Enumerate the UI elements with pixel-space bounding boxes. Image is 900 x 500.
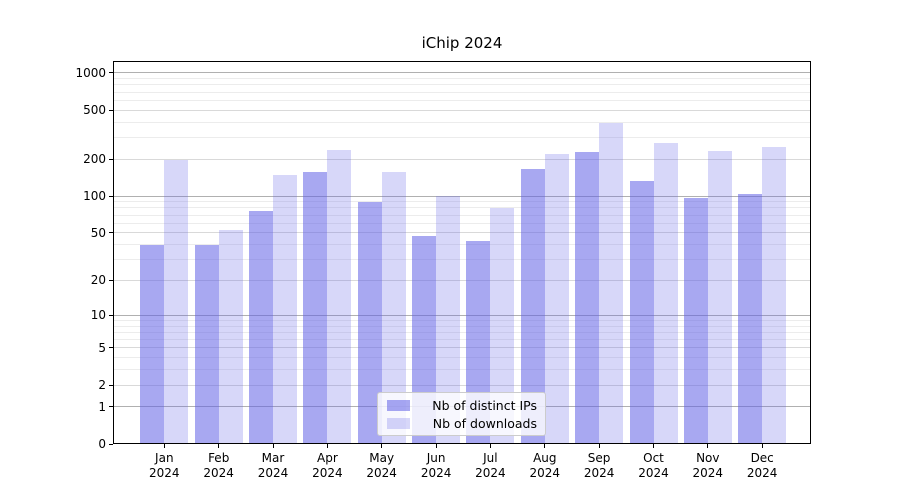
- y-axis-tickmark-500: [109, 109, 113, 111]
- x-axis-tick-label-5: May 2024: [366, 451, 397, 480]
- bar-downloads-aug: [544, 153, 569, 443]
- gridline-major-2: [114, 384, 810, 386]
- bar-downloads-feb: [218, 229, 243, 443]
- bar-downloads-jan: [164, 159, 189, 443]
- legend-item-downloads: Nb of downloads: [387, 417, 537, 430]
- y-axis-tick-label-500: 500: [83, 103, 106, 117]
- bar-distinct-ips-apr: [303, 172, 328, 443]
- x-axis-tickmark-1: [163, 444, 165, 448]
- x-axis-tick-label-6: Jun 2024: [420, 451, 452, 480]
- bar-downloads-dec: [762, 147, 787, 443]
- gridline-minor-40: [114, 244, 810, 245]
- x-axis-tick-label-2: Feb 2024: [203, 451, 234, 480]
- x-axis-tick-label-11: Nov 2024: [692, 451, 724, 480]
- bar-downloads-mar: [273, 174, 297, 443]
- bar-distinct-ips-sep: [575, 152, 600, 443]
- legend-label-downloads: Nb of downloads: [432, 415, 537, 431]
- legend-swatch-distinct-ips: [387, 399, 410, 411]
- x-axis-tickmark-10: [653, 444, 654, 448]
- y-axis-tick-label-200: 200: [83, 152, 106, 167]
- gridline-minor-800: [114, 84, 810, 86]
- gridline-minor-90: [114, 201, 810, 203]
- gridline-minor-9: [114, 319, 810, 321]
- y-axis-tick-label-20: 20: [90, 273, 106, 288]
- bar-distinct-ips-jan: [140, 244, 165, 443]
- x-axis-tickmark-7: [489, 444, 491, 448]
- gridline-minor-3: [114, 369, 810, 370]
- bar-downloads-oct: [653, 142, 678, 443]
- x-axis-tickmark-11: [707, 444, 709, 448]
- legend-item-distinct-ips: Nb of distinct IPs: [387, 399, 537, 412]
- y-axis-tick-label-1000: 1000: [75, 65, 106, 80]
- chart-title: iChip 2024: [421, 34, 503, 52]
- y-axis-tickmark-10: [109, 314, 113, 316]
- y-axis-tickmark-1000: [109, 72, 113, 74]
- y-axis-tickmark-100: [109, 195, 113, 197]
- gridline-minor-600: [114, 99, 810, 101]
- gridline-minor-300: [114, 136, 810, 138]
- gridline-minor-4: [114, 357, 810, 358]
- y-axis-tick-label-0: 0: [98, 437, 106, 451]
- y-axis-tickmark-50: [109, 232, 113, 234]
- y-axis-tickmark-1: [109, 406, 113, 408]
- x-axis-tickmark-5: [381, 444, 383, 448]
- x-axis-tickmark-4: [326, 444, 328, 448]
- x-axis-tickmark-2: [218, 444, 220, 448]
- y-axis-tickmark-2: [109, 384, 113, 386]
- bar-downloads-sep: [599, 123, 624, 443]
- y-axis-tick-label-5: 5: [98, 340, 106, 355]
- bar-distinct-ips-mar: [249, 211, 273, 443]
- chart-legend: Nb of distinct IPs Nb of downloads: [377, 392, 546, 436]
- gridline-major-1000: [114, 72, 810, 74]
- legend-label-distinct-ips: Nb of distinct IPs: [432, 397, 537, 413]
- x-axis-tickmark-3: [272, 444, 274, 448]
- gridline-major-10: [114, 314, 810, 316]
- gridline-minor-900: [114, 78, 810, 79]
- gridline-minor-7: [114, 331, 810, 333]
- x-axis-tickmark-6: [435, 444, 437, 448]
- gridline-minor-30: [114, 259, 810, 260]
- gridline-major-20: [114, 279, 810, 281]
- gridline-minor-80: [114, 207, 810, 209]
- gridline-major-500: [114, 109, 810, 111]
- gridline-major-5: [114, 347, 810, 349]
- x-axis-tickmark-9: [598, 444, 600, 448]
- x-axis-tick-label-3: Mar 2024: [257, 451, 289, 480]
- y-axis-tick-label-1: 1: [98, 399, 106, 414]
- gridline-minor-700: [114, 91, 810, 93]
- bar-distinct-ips-oct: [629, 180, 654, 443]
- y-axis-tickmark-20: [109, 279, 113, 281]
- x-axis-tick-label-12: Dec 2024: [746, 451, 778, 480]
- y-axis-tick-label-100: 100: [83, 189, 106, 204]
- gridline-minor-8: [114, 325, 810, 327]
- y-axis-tickmark-0: [109, 443, 113, 445]
- bar-distinct-ips-nov: [683, 198, 708, 443]
- y-axis-tick-label-2: 2: [98, 378, 106, 392]
- x-axis-tickmark-8: [544, 444, 546, 448]
- gridline-minor-400: [114, 121, 810, 123]
- bar-downloads-nov: [707, 151, 732, 443]
- y-axis-tick-label-50: 50: [90, 225, 106, 240]
- x-axis-tick-label-4: Apr 2024: [312, 451, 343, 480]
- y-axis-tick-label-10: 10: [90, 308, 106, 323]
- x-axis-tick-label-10: Oct 2024: [638, 451, 669, 480]
- bar-distinct-ips-dec: [738, 193, 763, 443]
- x-axis-tick-label-8: Aug 2024: [529, 451, 561, 480]
- x-axis-tick-label-1: Jan 2024: [149, 451, 180, 480]
- gridline-minor-60: [114, 222, 810, 224]
- y-axis-tickmark-5: [109, 347, 113, 349]
- bar-downloads-apr: [327, 149, 352, 443]
- gridline-major-200: [114, 158, 810, 160]
- legend-swatch-downloads: [387, 417, 410, 429]
- bar-distinct-ips-feb: [194, 244, 219, 443]
- gridline-minor-70: [114, 214, 810, 216]
- gridline-minor-6: [114, 339, 810, 340]
- y-axis-tickmark-200: [109, 158, 113, 160]
- gridline-major-100: [114, 195, 810, 197]
- x-axis-tick-label-9: Sep 2024: [583, 451, 615, 480]
- x-axis-tickmark-12: [761, 444, 763, 448]
- x-axis-tick-label-7: Jul 2024: [475, 451, 506, 480]
- gridline-major-50: [114, 232, 810, 234]
